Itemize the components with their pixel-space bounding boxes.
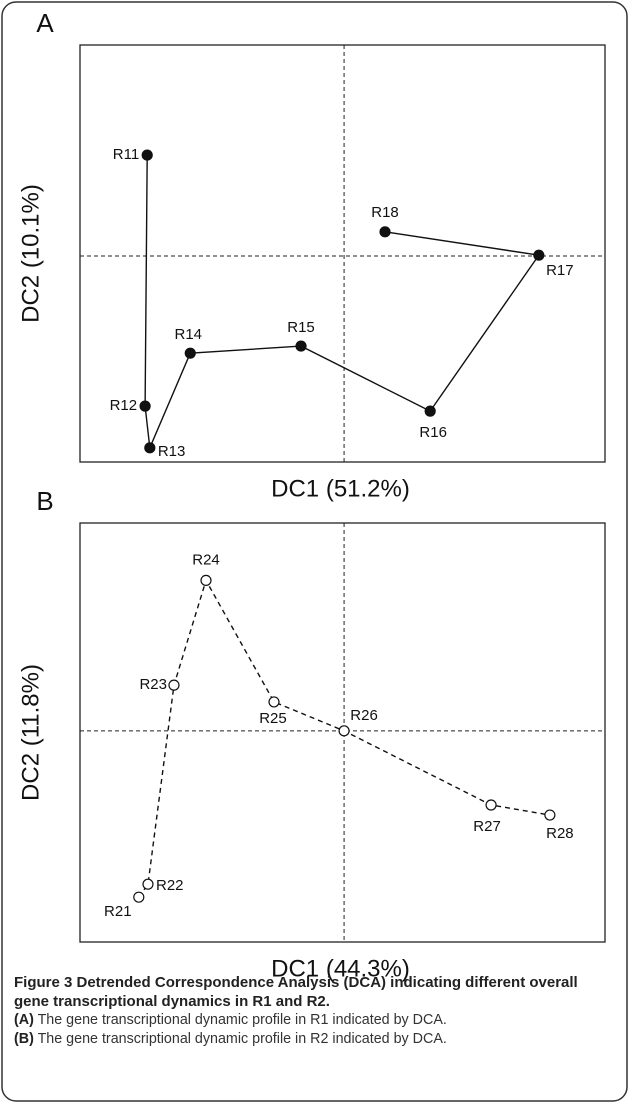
data-point [168, 679, 180, 691]
data-point [142, 878, 154, 890]
caption-text: The gene transcriptional dynamic profile… [37, 1012, 447, 1028]
data-point [133, 891, 145, 903]
point-label: R27 [473, 818, 501, 835]
point-label: R12 [110, 397, 138, 414]
point-label: R14 [174, 326, 202, 343]
data-point [544, 809, 556, 821]
caption-label: (A) [14, 1012, 34, 1028]
caption-item: (B) The gene transcriptional dynamic pro… [14, 1030, 616, 1049]
data-point [533, 249, 545, 261]
caption-label: (B) [14, 1031, 34, 1047]
point-label: R22 [156, 877, 184, 894]
data-point [338, 725, 350, 737]
panel-label: A [36, 8, 54, 38]
point-label: R24 [192, 551, 220, 568]
point-label: R17 [546, 262, 574, 279]
point-label: R16 [419, 424, 447, 441]
point-label: R21 [104, 903, 132, 920]
data-point [485, 799, 497, 811]
caption-item: (A) The gene transcriptional dynamic pro… [14, 1011, 616, 1030]
point-label: R11 [113, 146, 139, 163]
data-point [200, 574, 212, 587]
point-label: R26 [350, 707, 378, 724]
point-label: R25 [259, 710, 287, 727]
x-axis-label: DC1 (44.3%) [271, 955, 410, 982]
data-point [144, 442, 156, 454]
data-line [144, 155, 541, 451]
point-label: R15 [287, 319, 315, 336]
data-point [141, 149, 153, 161]
data-point [139, 400, 151, 412]
caption: Figure 3 Detrended Correspondence Analys… [14, 973, 616, 1049]
point-label: R23 [139, 676, 167, 693]
panel-label: B [36, 486, 53, 516]
caption-text: The gene transcriptional dynamic profile… [37, 1031, 447, 1047]
point-label: R28 [546, 825, 574, 842]
x-axis-label: DC1 (51.2%) [271, 475, 410, 502]
data-point [295, 340, 307, 352]
y-axis-label: DC2 (11.8%) [17, 664, 44, 801]
data-point [268, 696, 280, 708]
data-line [138, 578, 550, 898]
data-point [379, 226, 391, 238]
point-label: R18 [371, 204, 399, 221]
data-point [424, 405, 436, 417]
data-point [184, 347, 196, 359]
plot-frame [79, 44, 606, 463]
point-label: R13 [158, 443, 186, 460]
y-axis-label: DC2 (10.1%) [17, 184, 44, 323]
plot-frame [79, 522, 606, 943]
caption-title: Figure 3 Detrended Correspondence Analys… [14, 974, 578, 1010]
